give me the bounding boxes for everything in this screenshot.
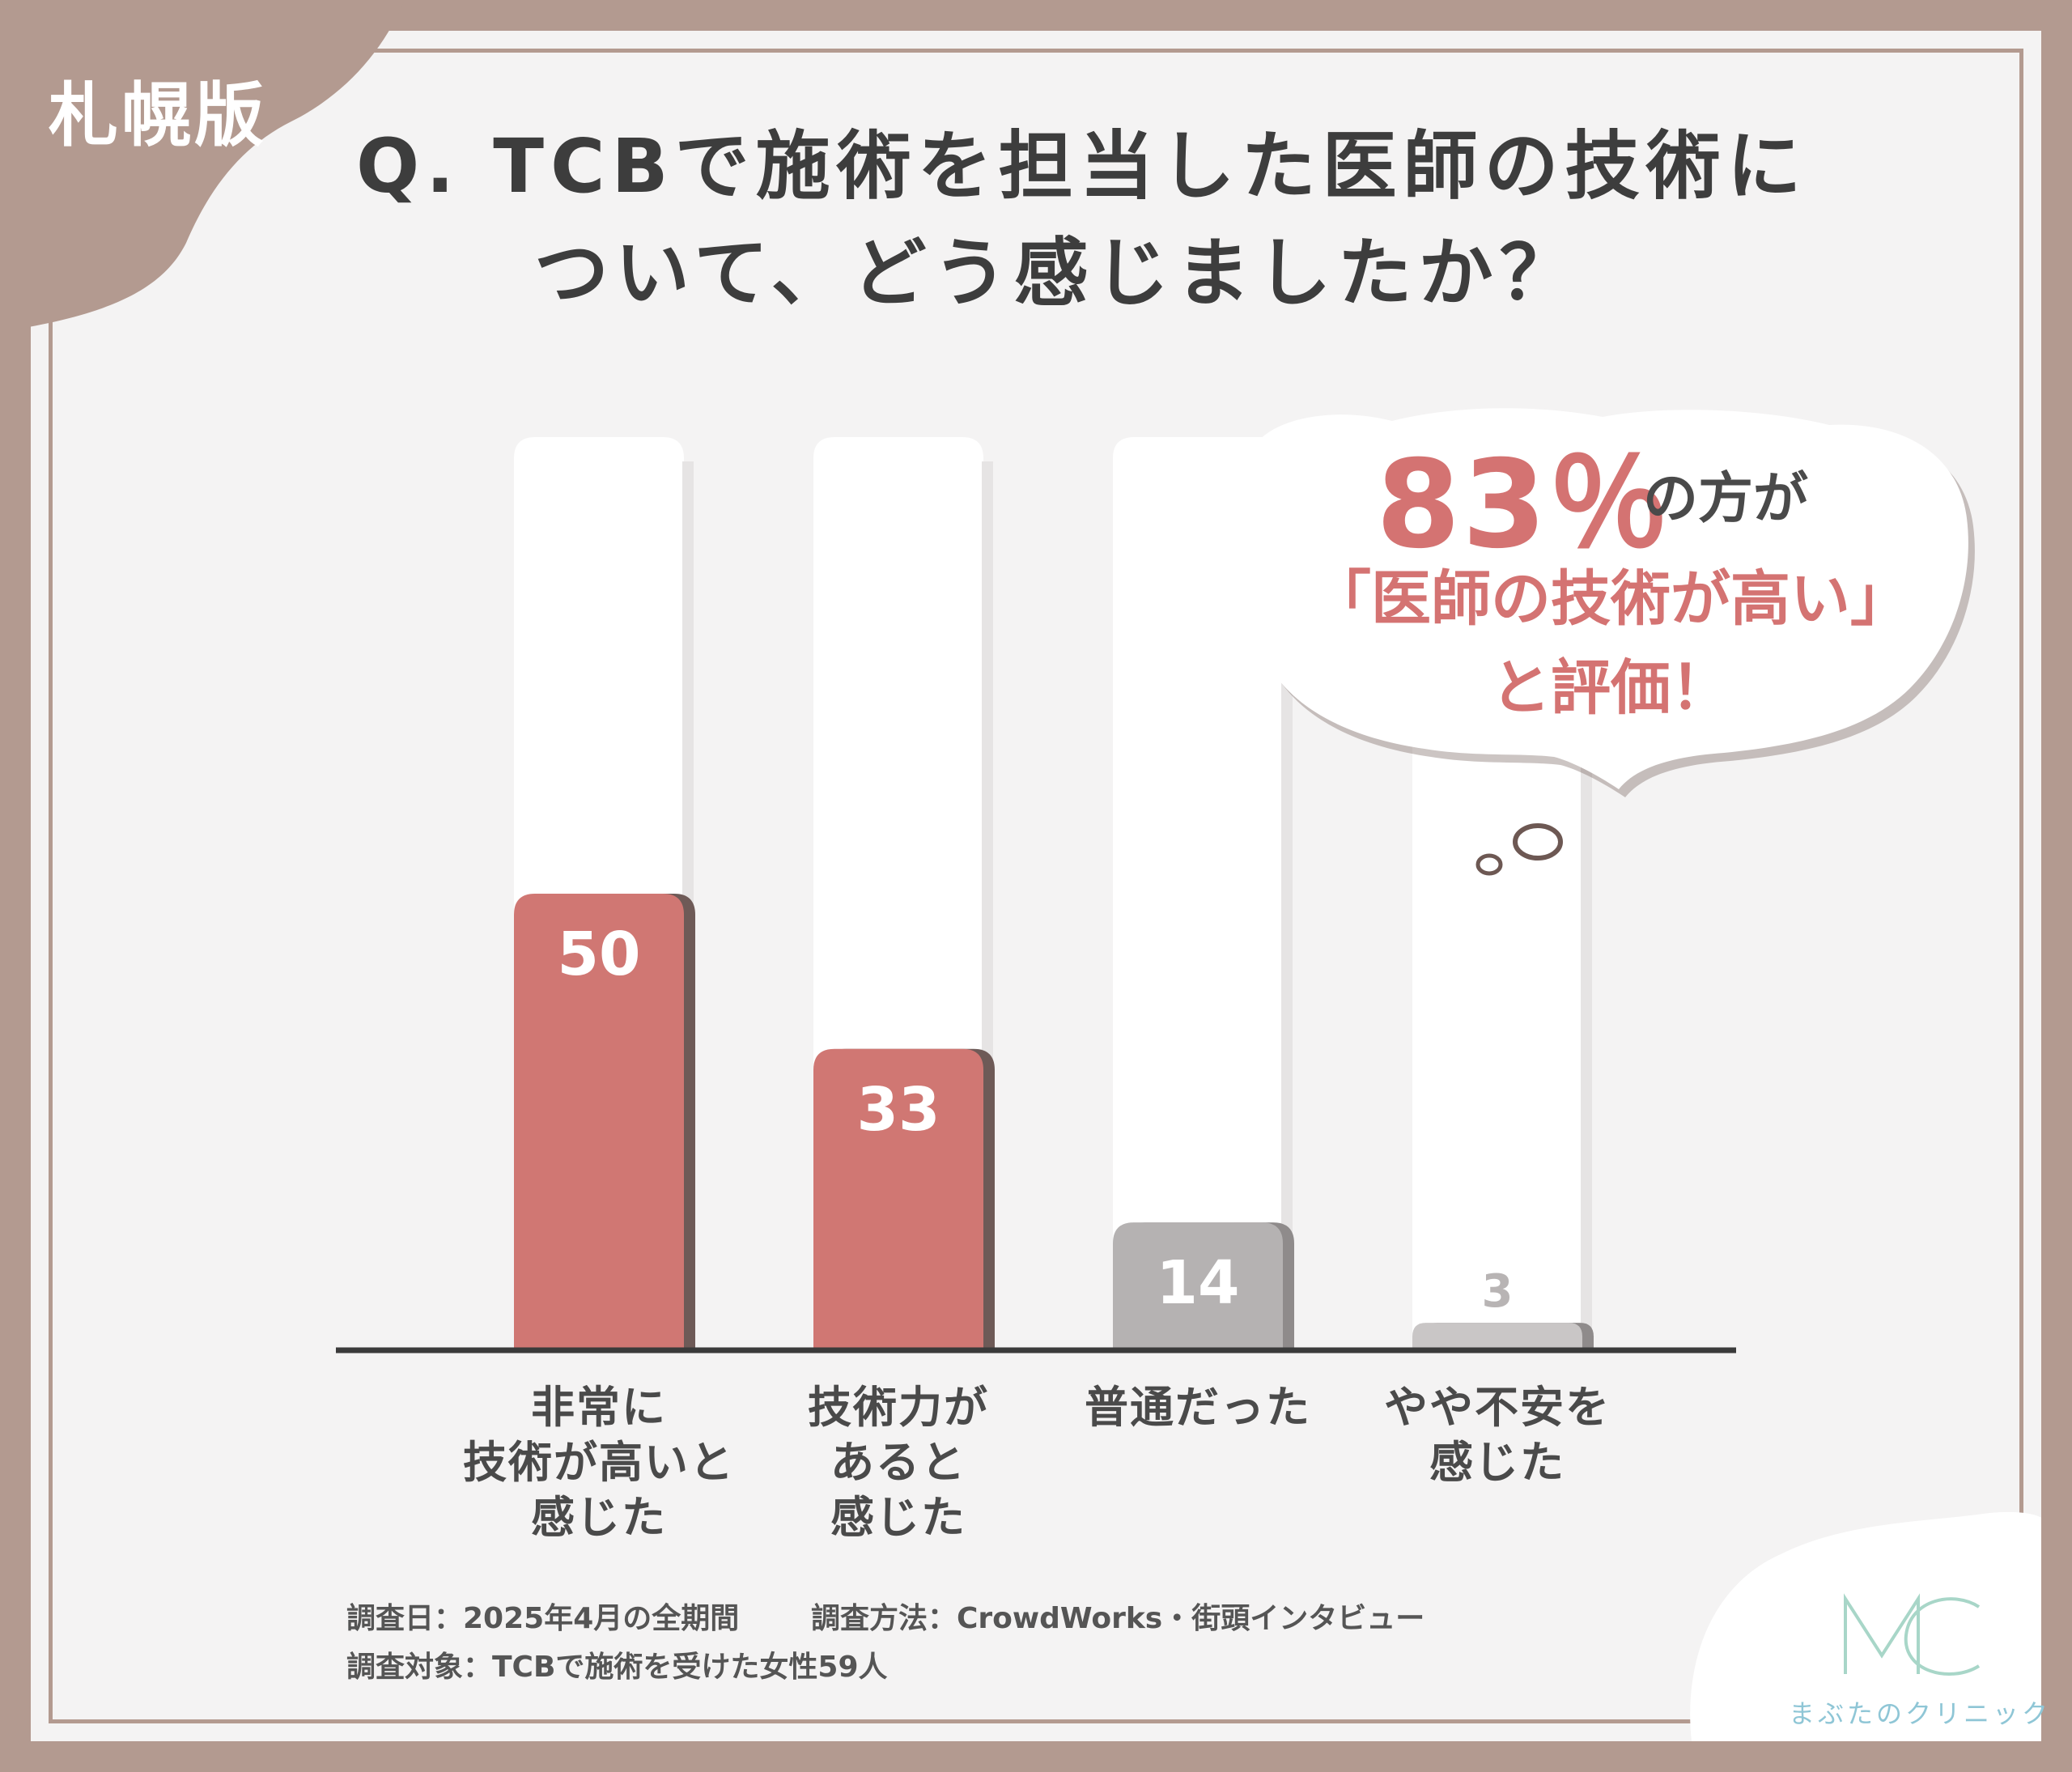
title-line-1: Q. TCBで施術を担当した医師の技術に <box>356 123 1808 210</box>
bar-value-label: 33 <box>857 1075 940 1145</box>
content-panel <box>31 31 2041 1741</box>
callout-conclusion: と評価！ <box>1491 653 1730 723</box>
callout-suffix: の方が <box>1643 467 1809 531</box>
category-label-line: 技術が高いと <box>463 1437 735 1488</box>
category-label-line: 感じた <box>1429 1437 1565 1488</box>
bar-1 <box>514 894 684 1350</box>
category-label-line: 感じた <box>531 1492 667 1543</box>
category-label: 非常に 技術が高いと 感じた <box>429 1380 769 1545</box>
bar-4 <box>1412 1323 1582 1350</box>
clinic-logo-name: まぶたのクリニック <box>1789 1698 2052 1729</box>
category-label: 普通だった <box>1028 1380 1368 1435</box>
category-label-line: 感じた <box>830 1492 966 1543</box>
bar-3 <box>1113 1222 1283 1350</box>
category-label-line: あると <box>830 1437 966 1488</box>
category-label: 技術力が あると 感じた <box>728 1380 1068 1545</box>
survey-date: 調査日：2025年4月の全期間 <box>346 1602 740 1635</box>
category-label-line: 技術力が <box>808 1382 989 1433</box>
callout-percent: 83％ <box>1376 435 1671 576</box>
logo-mark-icon <box>1844 1593 1981 1676</box>
corner-badge-shape <box>0 0 405 332</box>
bar-2 <box>813 1048 983 1350</box>
survey-target: 調査対象：TCBで施術を受けた女性59人 <box>346 1651 888 1684</box>
region-badge-label: 札幌版 <box>49 75 267 156</box>
bar-track <box>1113 437 1283 1350</box>
survey-method: 調査方法：CrowdWorks・街頭インタビュー <box>811 1602 1425 1635</box>
bar-value-label: 3 <box>1482 1265 1514 1318</box>
bar-value-label: 14 <box>1157 1248 1240 1318</box>
category-label-line: 非常に <box>531 1382 667 1433</box>
category-label-line: 普通だった <box>1085 1382 1311 1433</box>
question-title: Q. TCBで施術を担当した医師の技術に ついて、どう感じましたか？ <box>356 113 1926 327</box>
category-label-line: やや不安を <box>1384 1382 1611 1433</box>
bar-value-label: 50 <box>558 920 641 989</box>
callout-highlight: 「医師の技術が高い」 <box>1311 564 1910 634</box>
category-label: やや不安を 感じた <box>1327 1380 1667 1490</box>
title-line-2: ついて、どう感じましたか？ <box>534 230 1581 317</box>
